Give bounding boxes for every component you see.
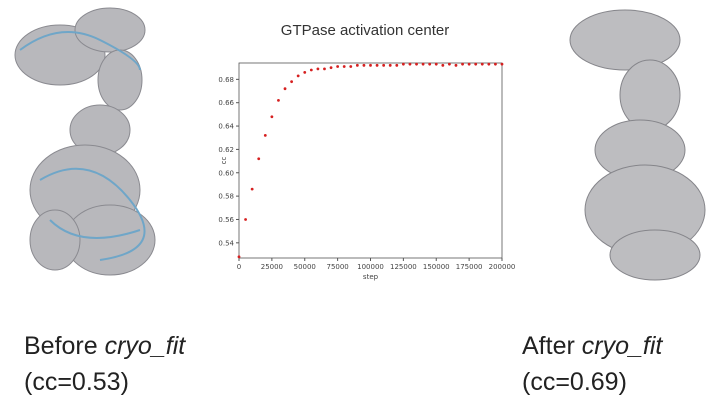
data-point [448, 62, 451, 66]
after-prefix: After [522, 332, 582, 360]
data-point [375, 63, 379, 67]
after-caption: After cryo_fit (cc=0.69) [522, 328, 662, 400]
before-prefix: Before [24, 332, 105, 360]
y-tick-label: 0.54 [218, 239, 234, 247]
data-point [277, 98, 280, 102]
data-point [263, 133, 267, 137]
data-point [342, 65, 346, 68]
data-point [316, 67, 320, 71]
data-point [441, 63, 445, 67]
x-tick-label: 150000 [423, 263, 450, 271]
data-point [355, 63, 359, 67]
before-structure-image [14, 7, 156, 276]
data-point [434, 62, 438, 66]
data-point [461, 62, 464, 66]
data-point [309, 68, 313, 72]
data-point [329, 66, 333, 70]
data-point [296, 74, 300, 78]
y-tick-label: 0.68 [218, 76, 234, 84]
plot-frame [238, 62, 503, 259]
data-point [303, 70, 307, 74]
x-tick-label: 75000 [326, 263, 348, 271]
data-point [336, 65, 340, 68]
data-point [270, 115, 274, 119]
x-tick-label: 50000 [294, 263, 316, 271]
x-tick-label: 125000 [390, 263, 417, 271]
x-tick-label: 100000 [357, 263, 384, 271]
data-point [349, 65, 353, 68]
data-point [237, 255, 241, 259]
y-tick-label: 0.64 [218, 123, 234, 131]
data-point [382, 63, 386, 67]
y-tick-label: 0.66 [218, 99, 234, 107]
data-point [244, 218, 247, 221]
data-point [467, 62, 471, 66]
data-point [362, 63, 366, 67]
data-point [408, 62, 412, 66]
data-point [480, 62, 484, 66]
after-structure-image [569, 9, 706, 281]
y-tick-label: 0.60 [218, 169, 234, 177]
before-cc: (cc=0.53) [24, 368, 129, 396]
data-point [421, 62, 425, 66]
data-point [290, 80, 293, 84]
x-tick-label: 175000 [456, 263, 483, 271]
x-tick-label: 0 [237, 263, 241, 271]
before-caption: Before cryo_fit (cc=0.53) [24, 328, 185, 400]
after-cc: (cc=0.69) [522, 368, 627, 396]
data-point [474, 62, 478, 66]
data-point [395, 63, 399, 67]
after-tool: cryo_fit [581, 332, 663, 360]
data-point [388, 63, 392, 67]
x-axis-label: step [363, 273, 379, 281]
data-point [487, 62, 491, 66]
data-point [454, 63, 458, 67]
chart-title: GTPase activation center [280, 22, 450, 39]
cc-vs-step-chart: 0 25000 50000 75000 100000 125000 150000 175000… [218, 62, 516, 281]
data-point [500, 62, 504, 66]
before-tool: cryo_fit [104, 332, 186, 360]
y-tick-label: 0.62 [218, 146, 234, 154]
data-point [250, 187, 254, 191]
data-point [323, 67, 326, 71]
data-point [369, 63, 372, 67]
data-point [415, 62, 418, 66]
x-tick-label: 200000 [489, 263, 516, 271]
data-point [257, 157, 261, 161]
x-tick-label: 25000 [261, 263, 283, 271]
y-tick-label: 0.56 [218, 216, 234, 224]
y-axis-label: cc [220, 157, 228, 165]
data-point [401, 62, 405, 66]
data-point [283, 87, 287, 91]
y-tick-label: 0.58 [218, 193, 234, 201]
data-point [428, 62, 432, 66]
data-point [494, 62, 497, 66]
